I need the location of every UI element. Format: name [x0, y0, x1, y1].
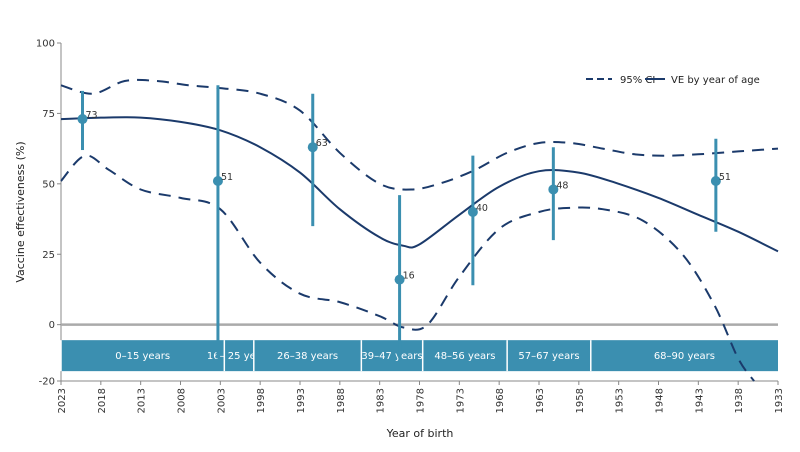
- x-tick-label: 2003: [216, 388, 227, 413]
- ve-point: [548, 184, 559, 195]
- y-tick-label: 100: [36, 39, 55, 50]
- x-tick-label: 2018: [97, 388, 108, 413]
- age-band: [590, 340, 778, 372]
- x-tick-label: 1953: [615, 388, 626, 413]
- y-tick-label: 0: [49, 320, 55, 331]
- age-band-label: 0–15 years: [115, 351, 170, 362]
- ve-point: [212, 176, 223, 187]
- age-band: [61, 340, 225, 372]
- age-band: [253, 340, 362, 372]
- x-axis-title: Year of birth: [386, 427, 454, 440]
- x-tick-label: 1948: [655, 388, 666, 413]
- ve-point-label: 48: [556, 180, 568, 191]
- data-points: 73 51 63 16 40 48 51: [77, 85, 731, 359]
- ve-point: [467, 207, 478, 217]
- ci-upper-line: [60, 78, 779, 191]
- ve-point-label: 51: [719, 172, 731, 183]
- age-band-label: 26–38 years: [277, 351, 338, 362]
- y-tick-label: 50: [42, 179, 55, 190]
- x-tick-label: 2023: [57, 388, 68, 413]
- age-band-label: 57–67 years: [518, 351, 579, 362]
- ve-point-label: 51: [221, 172, 233, 183]
- x-tick-label: 1938: [734, 388, 745, 413]
- x-tick-label: 1998: [256, 388, 267, 413]
- age-band-label: 16– 25 years: [207, 351, 271, 362]
- ve-point-label: 63: [316, 138, 328, 149]
- age-band-label: 39–47 years: [361, 351, 422, 362]
- x-tick-label: 1988: [336, 388, 347, 413]
- age-band-label: 68–90 years: [654, 351, 715, 362]
- ve-point: [307, 142, 318, 153]
- ci-lower-line: [60, 154, 755, 382]
- series-lines: [60, 78, 779, 382]
- age-band: [422, 340, 508, 372]
- ve-line: [60, 116, 779, 253]
- x-tick-label: 1933: [774, 388, 785, 413]
- ve-point: [77, 114, 88, 125]
- y-tick-label: -20: [39, 377, 55, 388]
- x-tick-label: 1968: [495, 388, 506, 413]
- x-tick-label: 1963: [535, 388, 546, 413]
- x-tick-label: 2013: [137, 388, 148, 413]
- y-tick-label: 75: [42, 109, 55, 120]
- x-tick-label: 2008: [177, 388, 188, 413]
- ve-point-label: 40: [476, 203, 488, 214]
- age-band: [224, 340, 254, 372]
- x-tick-label: 1993: [296, 388, 307, 413]
- legend-ci-label: 95% CI: [620, 75, 655, 86]
- age-band: [507, 340, 591, 372]
- y-tick-label: 25: [42, 250, 55, 261]
- axes: -20 0 25 50 75 100 2023 2018 2013 2008 2003 1998 199…: [36, 39, 785, 414]
- legend-ve-label: VE by year of age: [671, 75, 760, 86]
- age-band: [361, 340, 423, 372]
- ve-point: [394, 274, 405, 285]
- x-tick-label: 1978: [416, 388, 427, 413]
- legend: 95% CI VE by year of age: [586, 75, 760, 86]
- y-axis-title: Vaccine effectiveness (%): [14, 141, 27, 282]
- ve-point-label: 16: [403, 271, 415, 282]
- x-tick-label: 1958: [575, 388, 586, 413]
- ve-point-label: 73: [86, 110, 98, 121]
- age-band-strip: 0–15 years 16– 25 years 26–38 years 39–47 y…: [60, 340, 778, 372]
- x-tick-label: 1943: [694, 388, 705, 413]
- x-tick-label: 1973: [455, 388, 466, 413]
- x-tick-label: 1983: [376, 388, 387, 413]
- age-band-label: 48–56 years: [434, 351, 495, 362]
- ve-point: [710, 176, 721, 187]
